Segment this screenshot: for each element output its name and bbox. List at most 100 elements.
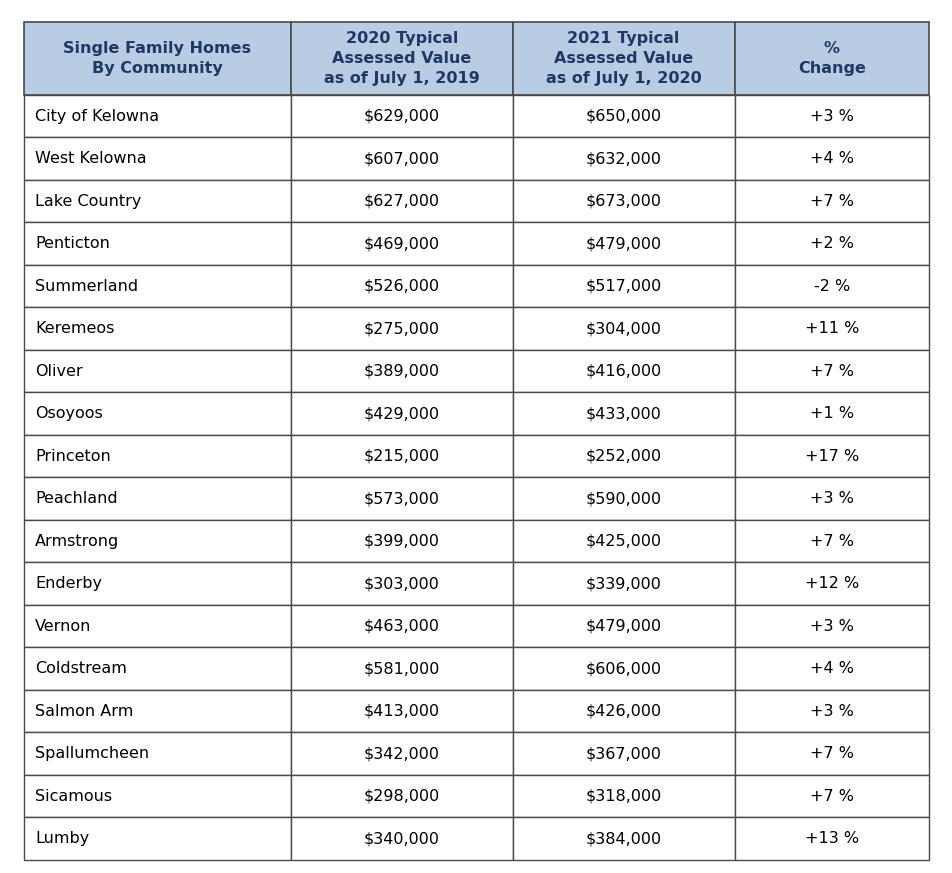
Bar <box>512 817 734 860</box>
Bar <box>512 478 734 520</box>
Text: Keremeos: Keremeos <box>35 321 114 336</box>
Text: Vernon: Vernon <box>35 619 91 634</box>
Bar <box>290 307 512 350</box>
Text: Osoyoos: Osoyoos <box>35 406 103 421</box>
Text: $673,000: $673,000 <box>585 194 661 209</box>
Text: +7 %: +7 % <box>809 788 853 804</box>
Text: $590,000: $590,000 <box>585 491 661 506</box>
Text: $581,000: $581,000 <box>364 661 440 677</box>
Text: $215,000: $215,000 <box>364 449 440 464</box>
Text: +3 %: +3 % <box>809 619 853 634</box>
Bar <box>512 648 734 690</box>
Bar <box>290 817 512 860</box>
Text: $399,000: $399,000 <box>364 533 439 548</box>
Text: $304,000: $304,000 <box>585 321 661 336</box>
Bar <box>24 435 290 478</box>
Bar <box>24 307 290 350</box>
Text: $629,000: $629,000 <box>364 108 440 124</box>
Text: Oliver: Oliver <box>35 364 83 379</box>
Text: $517,000: $517,000 <box>585 278 661 293</box>
Bar <box>290 95 512 137</box>
Bar <box>24 690 290 732</box>
Text: Penticton: Penticton <box>35 237 110 251</box>
Text: +7 %: +7 % <box>809 746 853 761</box>
Text: Single Family Homes
By Community: Single Family Homes By Community <box>63 41 251 76</box>
Text: $463,000: $463,000 <box>364 619 439 634</box>
Text: $413,000: $413,000 <box>364 704 440 718</box>
Bar <box>290 562 512 605</box>
Text: Lake Country: Lake Country <box>35 194 142 209</box>
Bar <box>290 775 512 817</box>
Text: $298,000: $298,000 <box>364 788 440 804</box>
Bar <box>512 180 734 223</box>
Bar <box>24 22 290 95</box>
Text: $632,000: $632,000 <box>585 151 661 166</box>
Text: Lumby: Lumby <box>35 831 89 846</box>
Bar <box>290 435 512 478</box>
Bar <box>24 605 290 648</box>
Bar <box>290 22 512 95</box>
Bar <box>24 180 290 223</box>
Bar <box>290 520 512 562</box>
Bar <box>290 605 512 648</box>
Bar <box>24 350 290 393</box>
Bar <box>290 690 512 732</box>
Text: +1 %: +1 % <box>809 406 853 421</box>
Bar <box>512 307 734 350</box>
Text: Summerland: Summerland <box>35 278 138 293</box>
Text: Spallumcheen: Spallumcheen <box>35 746 149 761</box>
Text: +11 %: +11 % <box>803 321 858 336</box>
Bar <box>290 350 512 393</box>
Text: $340,000: $340,000 <box>364 831 439 846</box>
Bar <box>24 478 290 520</box>
Bar <box>734 520 928 562</box>
Bar <box>734 690 928 732</box>
Bar <box>24 732 290 775</box>
Bar <box>290 265 512 307</box>
Bar <box>290 137 512 180</box>
Text: +3 %: +3 % <box>809 491 853 506</box>
Text: 2020 Typical
Assessed Value
as of July 1, 2019: 2020 Typical Assessed Value as of July 1… <box>324 31 479 86</box>
Bar <box>24 648 290 690</box>
Bar <box>24 265 290 307</box>
Bar <box>734 562 928 605</box>
Text: %
Change: % Change <box>797 41 864 76</box>
Text: $416,000: $416,000 <box>585 364 661 379</box>
Bar <box>290 648 512 690</box>
Text: +4 %: +4 % <box>809 661 853 677</box>
Bar <box>512 690 734 732</box>
Text: $433,000: $433,000 <box>585 406 661 421</box>
Text: $606,000: $606,000 <box>585 661 661 677</box>
Bar <box>734 137 928 180</box>
Text: Peachland: Peachland <box>35 491 118 506</box>
Bar <box>24 223 290 265</box>
Bar <box>24 137 290 180</box>
Text: $303,000: $303,000 <box>364 576 439 591</box>
Text: $384,000: $384,000 <box>585 831 661 846</box>
Bar <box>734 732 928 775</box>
Text: $627,000: $627,000 <box>364 194 440 209</box>
Text: $526,000: $526,000 <box>364 278 440 293</box>
Text: $275,000: $275,000 <box>364 321 440 336</box>
Bar <box>512 223 734 265</box>
Text: $607,000: $607,000 <box>364 151 440 166</box>
Text: $650,000: $650,000 <box>585 108 661 124</box>
Bar <box>24 775 290 817</box>
Bar <box>512 435 734 478</box>
Bar <box>24 817 290 860</box>
Text: +17 %: +17 % <box>803 449 858 464</box>
Bar <box>734 350 928 393</box>
Bar <box>512 732 734 775</box>
Text: $573,000: $573,000 <box>364 491 439 506</box>
Bar <box>24 520 290 562</box>
Text: +2 %: +2 % <box>809 237 853 251</box>
Text: +7 %: +7 % <box>809 533 853 548</box>
Text: +13 %: +13 % <box>803 831 858 846</box>
Text: $342,000: $342,000 <box>364 746 439 761</box>
Bar <box>512 775 734 817</box>
Text: $252,000: $252,000 <box>585 449 661 464</box>
Text: Enderby: Enderby <box>35 576 102 591</box>
Text: +7 %: +7 % <box>809 364 853 379</box>
Bar <box>734 307 928 350</box>
Bar <box>512 520 734 562</box>
